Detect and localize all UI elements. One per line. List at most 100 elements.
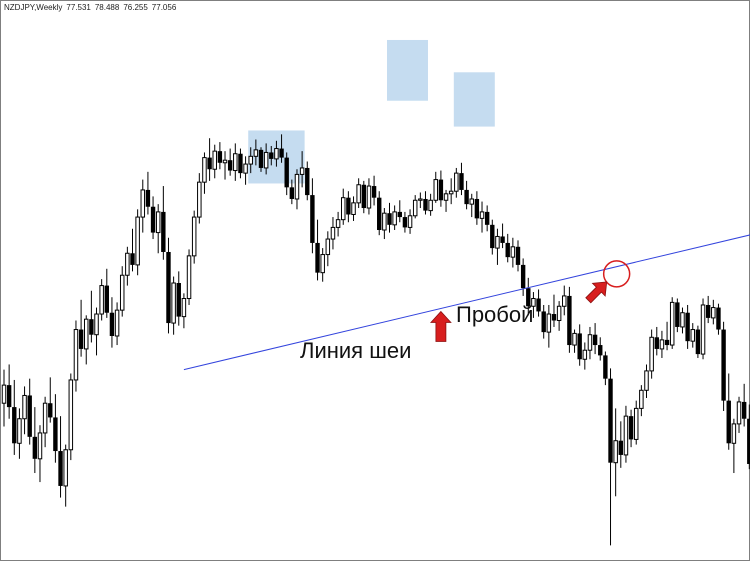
- candle-bull: [243, 163, 248, 174]
- candle-bull: [531, 298, 536, 307]
- candle-bear: [12, 407, 17, 444]
- candle-bear: [541, 311, 546, 333]
- candle-bull: [366, 185, 372, 209]
- candle-bear: [104, 285, 109, 313]
- right-shoulder-zone: [453, 72, 495, 127]
- candle-bull: [320, 254, 325, 274]
- candle-bear: [464, 189, 469, 205]
- candle-bear: [27, 395, 32, 437]
- candle-bear: [664, 339, 670, 346]
- candle-bull: [623, 415, 629, 456]
- candle-bull: [448, 190, 454, 195]
- candle-bear: [207, 157, 212, 170]
- candle-bull: [495, 235, 500, 249]
- candle-bear: [310, 195, 315, 243]
- candle-bull: [233, 153, 238, 172]
- candle-bull: [274, 148, 279, 160]
- candle-bull: [412, 199, 418, 217]
- candle-bear: [258, 149, 264, 168]
- candle-bull: [669, 301, 675, 346]
- low-value: 76.255: [123, 3, 148, 12]
- chart-header: NZDJPY,Weekly 77.531 78.488 76.255 77.056: [4, 3, 180, 12]
- candle-bear: [78, 329, 84, 349]
- candle-bear: [598, 345, 603, 356]
- candle-bear: [515, 246, 521, 265]
- open-value: 77.531: [66, 3, 91, 12]
- breakout-label: Пробой: [456, 302, 534, 327]
- candle-bull: [479, 211, 485, 219]
- candle-bull: [392, 211, 397, 226]
- candle-bear: [48, 403, 53, 418]
- candle-bull: [556, 305, 562, 321]
- candle-bear: [603, 355, 608, 379]
- candle-bear: [279, 148, 284, 158]
- candle-bear: [58, 451, 63, 486]
- candle-bear: [608, 378, 613, 463]
- symbol-label: NZDJPY,Weekly: [4, 3, 63, 12]
- candle-bear: [505, 242, 510, 258]
- candle-bull: [443, 193, 449, 201]
- candle-bull: [294, 173, 300, 200]
- candle-bear: [305, 167, 310, 196]
- candle-bear: [726, 400, 731, 444]
- candle-bear: [176, 283, 181, 317]
- high-value: 78.488: [94, 3, 120, 12]
- candle-bull: [407, 215, 413, 228]
- candle-bear: [161, 211, 166, 252]
- candle-bull: [356, 184, 361, 204]
- candle-bear: [6, 385, 12, 408]
- candle-bull: [42, 402, 48, 434]
- candle-bear: [500, 236, 505, 243]
- candle-bear: [150, 206, 156, 233]
- breakout-circle: [602, 260, 631, 288]
- candle-bear: [536, 298, 541, 312]
- close-value: 77.056: [151, 3, 177, 12]
- candle-bear: [628, 416, 634, 440]
- neckline-label: Линия шеи: [300, 338, 412, 363]
- candle-bear: [490, 224, 495, 249]
- candle-bear: [145, 189, 151, 207]
- candle-bull: [253, 149, 259, 157]
- candle-bear: [346, 197, 351, 215]
- candle-bull: [248, 155, 253, 165]
- candle-bear: [53, 417, 58, 452]
- candle-bear: [695, 329, 701, 355]
- candle-bull: [155, 211, 161, 234]
- neckline-arrow-icon: [429, 310, 452, 342]
- candle-bull: [140, 189, 146, 218]
- candle-bull: [83, 318, 89, 350]
- candle-bear: [567, 295, 572, 346]
- candle-bull: [633, 407, 639, 440]
- candle-bull: [711, 307, 716, 319]
- candle-bull: [330, 226, 336, 240]
- candle-bull: [649, 336, 654, 372]
- candle-bull: [469, 198, 474, 205]
- candle-bear: [284, 157, 289, 188]
- candle-bull: [680, 312, 685, 328]
- candle-bull: [690, 329, 696, 342]
- candle-bear: [227, 160, 233, 171]
- candle-bull: [639, 389, 644, 409]
- candle-bear: [526, 288, 531, 307]
- head-zone: [387, 39, 428, 101]
- candle-bull: [562, 295, 567, 307]
- candle-bull: [186, 255, 192, 300]
- candle-bear: [166, 251, 171, 324]
- candle-bull: [202, 157, 207, 183]
- candle-bear: [130, 253, 135, 265]
- candle-bull: [197, 181, 202, 218]
- candle-bull: [572, 332, 577, 346]
- candle-bull: [659, 339, 665, 350]
- candle-bear: [269, 152, 274, 159]
- candle-bull: [351, 202, 356, 215]
- candle-bull: [335, 219, 341, 228]
- candle-bear: [377, 197, 382, 230]
- candle-bear: [474, 198, 480, 219]
- candle-bull: [99, 285, 104, 315]
- candle-bear: [371, 186, 377, 198]
- candle-bull: [63, 449, 68, 487]
- candle-bull: [17, 418, 22, 444]
- candle-bear: [484, 211, 490, 225]
